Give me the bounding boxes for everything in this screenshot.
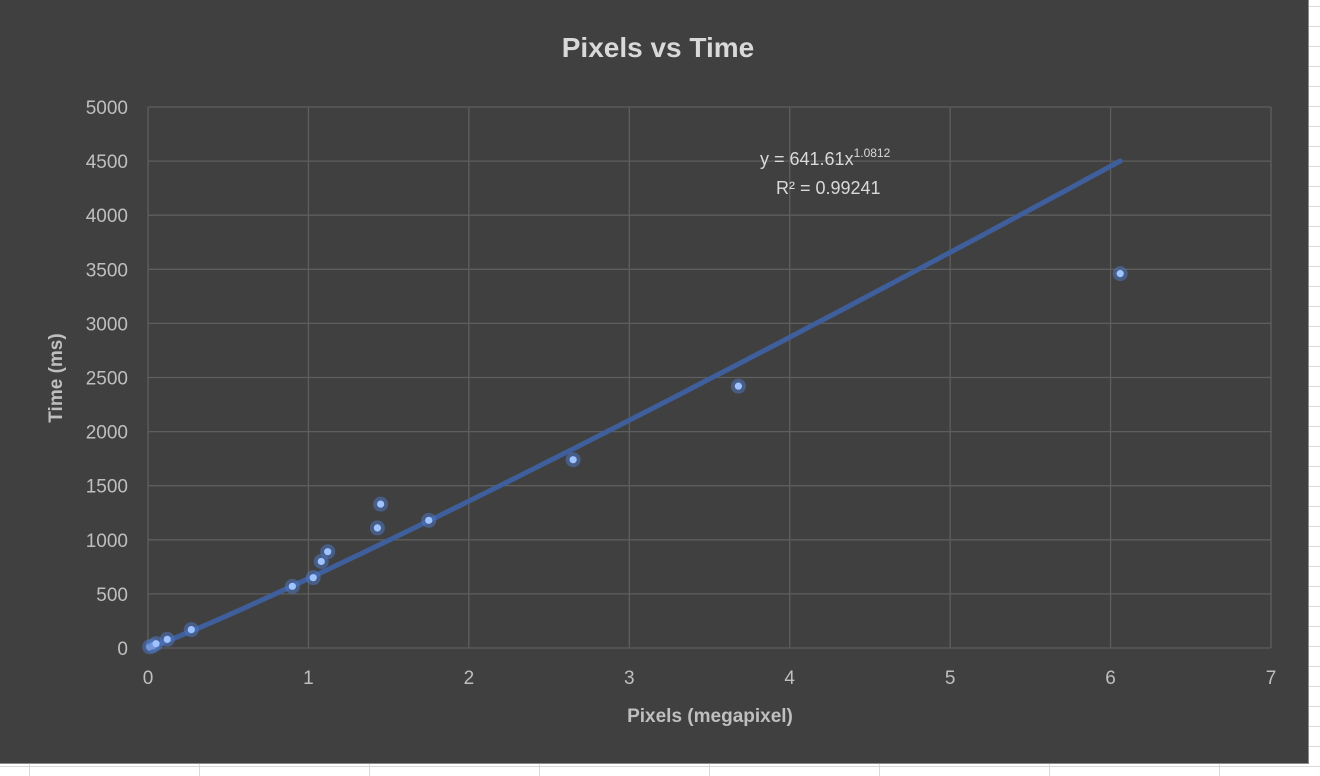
- y-tick-label-4500: 4500: [86, 152, 128, 173]
- x-tick-label-2: 2: [464, 668, 475, 689]
- y-tick-label-0: 0: [117, 639, 128, 660]
- data-point[interactable]: [284, 578, 300, 594]
- y-tick-label-1500: 1500: [86, 477, 128, 498]
- data-point-marker: [377, 500, 385, 508]
- x-tick-label-7: 7: [1266, 668, 1277, 689]
- y-tick-label-2500: 2500: [86, 369, 128, 390]
- data-point[interactable]: [1112, 266, 1128, 282]
- data-point[interactable]: [421, 512, 437, 528]
- x-tick-label-0: 0: [143, 668, 154, 689]
- y-tick-label-2000: 2000: [86, 423, 128, 444]
- x-tick-label-6: 6: [1105, 668, 1116, 689]
- x-tick-label-5: 5: [945, 668, 956, 689]
- data-point-marker: [288, 582, 296, 590]
- chart-area[interactable]: [0, 0, 1309, 764]
- data-point-marker: [569, 456, 577, 464]
- y-tick-label-1000: 1000: [86, 531, 128, 552]
- x-tick-label-4: 4: [784, 668, 795, 689]
- data-point-marker: [1116, 270, 1124, 278]
- x-tick-labels: 0 1 2 3 4 5 6 7: [143, 668, 1277, 689]
- chart-title: Pixels vs Time: [562, 32, 755, 63]
- data-point-marker: [425, 516, 433, 524]
- data-point-marker: [187, 626, 195, 634]
- data-point-marker: [324, 548, 332, 556]
- y-axis-title: Time (ms): [46, 333, 67, 422]
- data-point-marker: [734, 382, 742, 390]
- data-point[interactable]: [373, 496, 389, 512]
- data-point[interactable]: [730, 378, 746, 394]
- y-tick-label-4000: 4000: [86, 206, 128, 227]
- y-tick-label-500: 500: [96, 585, 128, 606]
- data-point-marker: [163, 635, 171, 643]
- data-point[interactable]: [159, 631, 175, 647]
- y-tick-label-5000: 5000: [86, 98, 128, 119]
- x-axis-title: Pixels (megapixel): [627, 706, 793, 727]
- data-point-marker: [152, 640, 160, 648]
- data-point[interactable]: [565, 452, 581, 468]
- data-point-marker: [309, 574, 317, 582]
- data-point-marker: [373, 524, 382, 532]
- data-point[interactable]: [148, 636, 164, 652]
- trendline: [147, 158, 1123, 650]
- data-points: [142, 266, 1128, 655]
- trendline-path: [147, 158, 1123, 650]
- data-point[interactable]: [320, 544, 336, 560]
- data-point[interactable]: [369, 520, 385, 536]
- data-point[interactable]: [183, 622, 199, 638]
- scatter-chart: 0 1 2 3 4 5 6 7 0 500 1000 1500 2000 2500 3000 3500 400…: [46, 32, 1277, 727]
- y-tick-label-3500: 3500: [86, 260, 128, 281]
- data-point[interactable]: [305, 570, 321, 586]
- x-tick-label-3: 3: [624, 668, 635, 689]
- r-squared-label: R² = 0.99241: [776, 178, 881, 198]
- data-point-marker: [317, 557, 325, 566]
- y-tick-labels: 0 500 1000 1500 2000 2500 3000 3500 4000 4500 5000: [86, 98, 128, 660]
- trendline-equation: y = 641.61x1.0812: [760, 146, 891, 169]
- y-tick-label-3000: 3000: [86, 314, 128, 335]
- x-tick-label-1: 1: [303, 668, 314, 689]
